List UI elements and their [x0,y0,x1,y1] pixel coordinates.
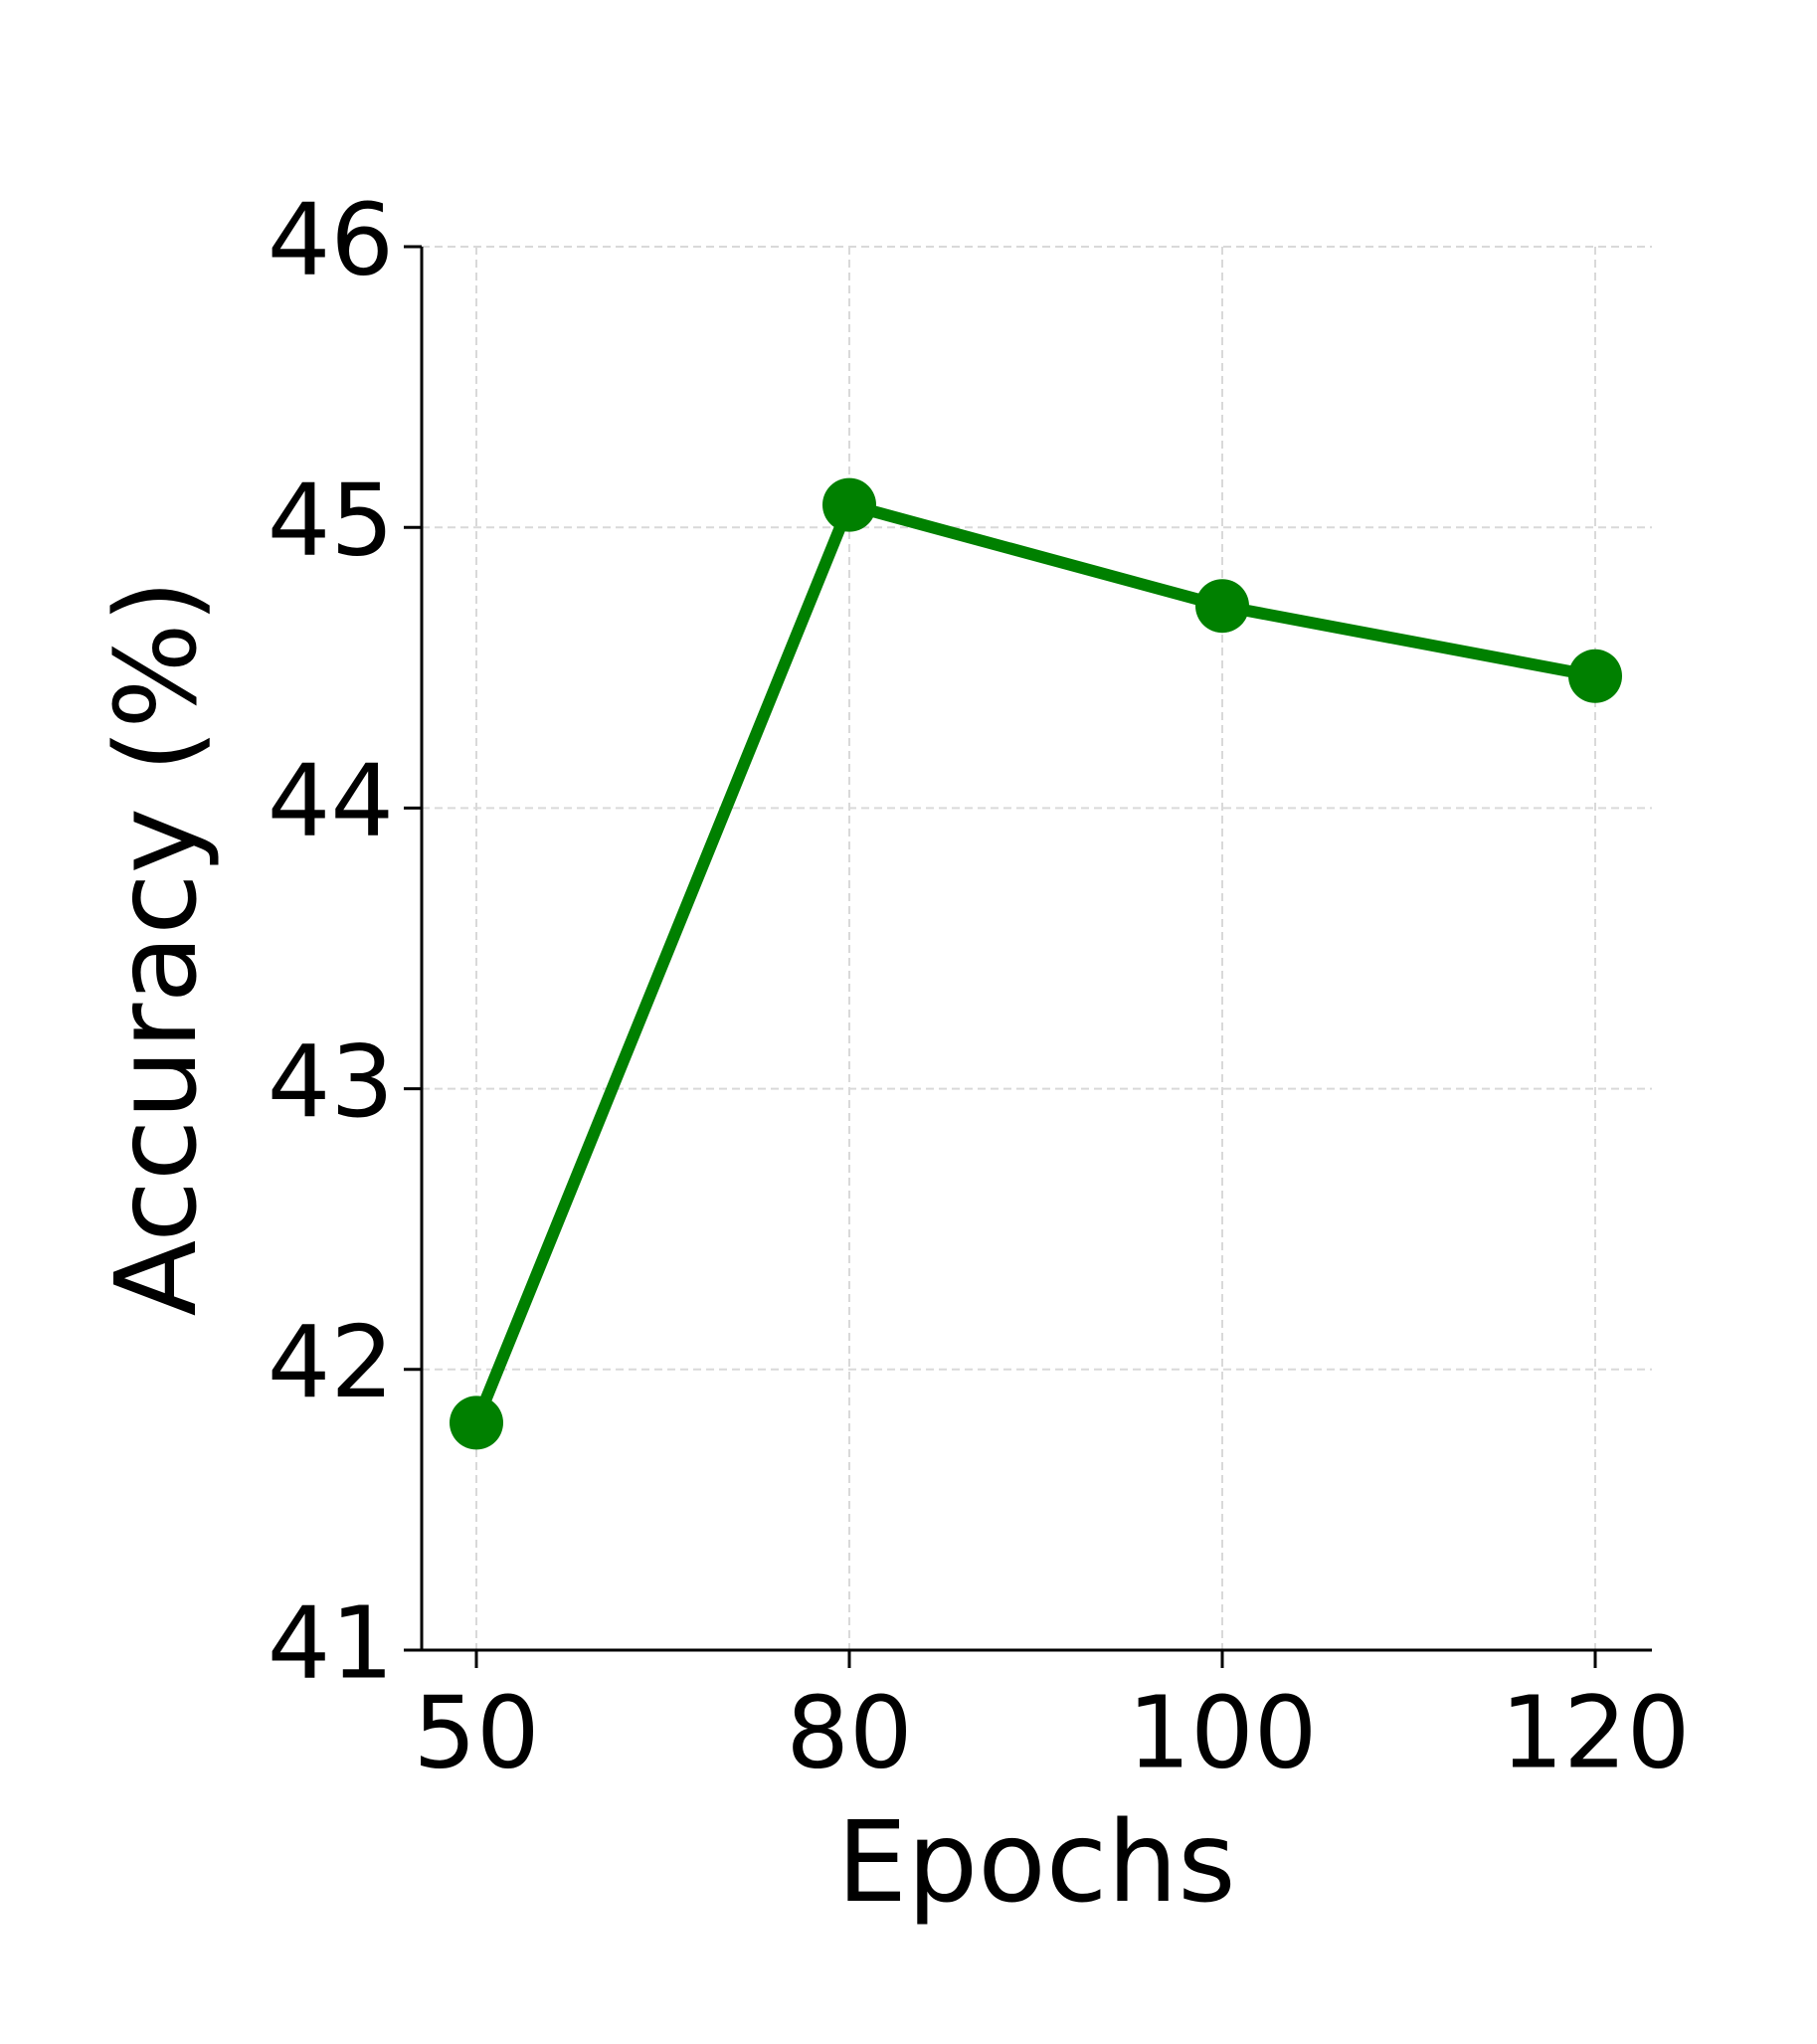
x-tick-label: 50 [413,1674,539,1790]
data-line [470,498,1597,1425]
x-axis-label: Epochs [836,1798,1235,1928]
y-tick-label: 45 [268,463,394,579]
y-axis-label: Accuracy (%) [92,580,222,1317]
data-point [822,477,876,532]
data-point [1195,579,1249,634]
x-tick-label: 100 [1128,1674,1318,1790]
x-tick-label: 120 [1501,1674,1691,1790]
y-tick-label: 43 [268,1023,394,1140]
data-point [450,1395,503,1450]
y-tick-label: 46 [268,181,394,297]
y-tick-label: 42 [268,1304,394,1420]
y-tick-label: 44 [268,743,394,859]
data-point [1568,649,1622,703]
x-tick-label: 80 [786,1674,912,1790]
y-tick-label: 41 [268,1584,394,1701]
